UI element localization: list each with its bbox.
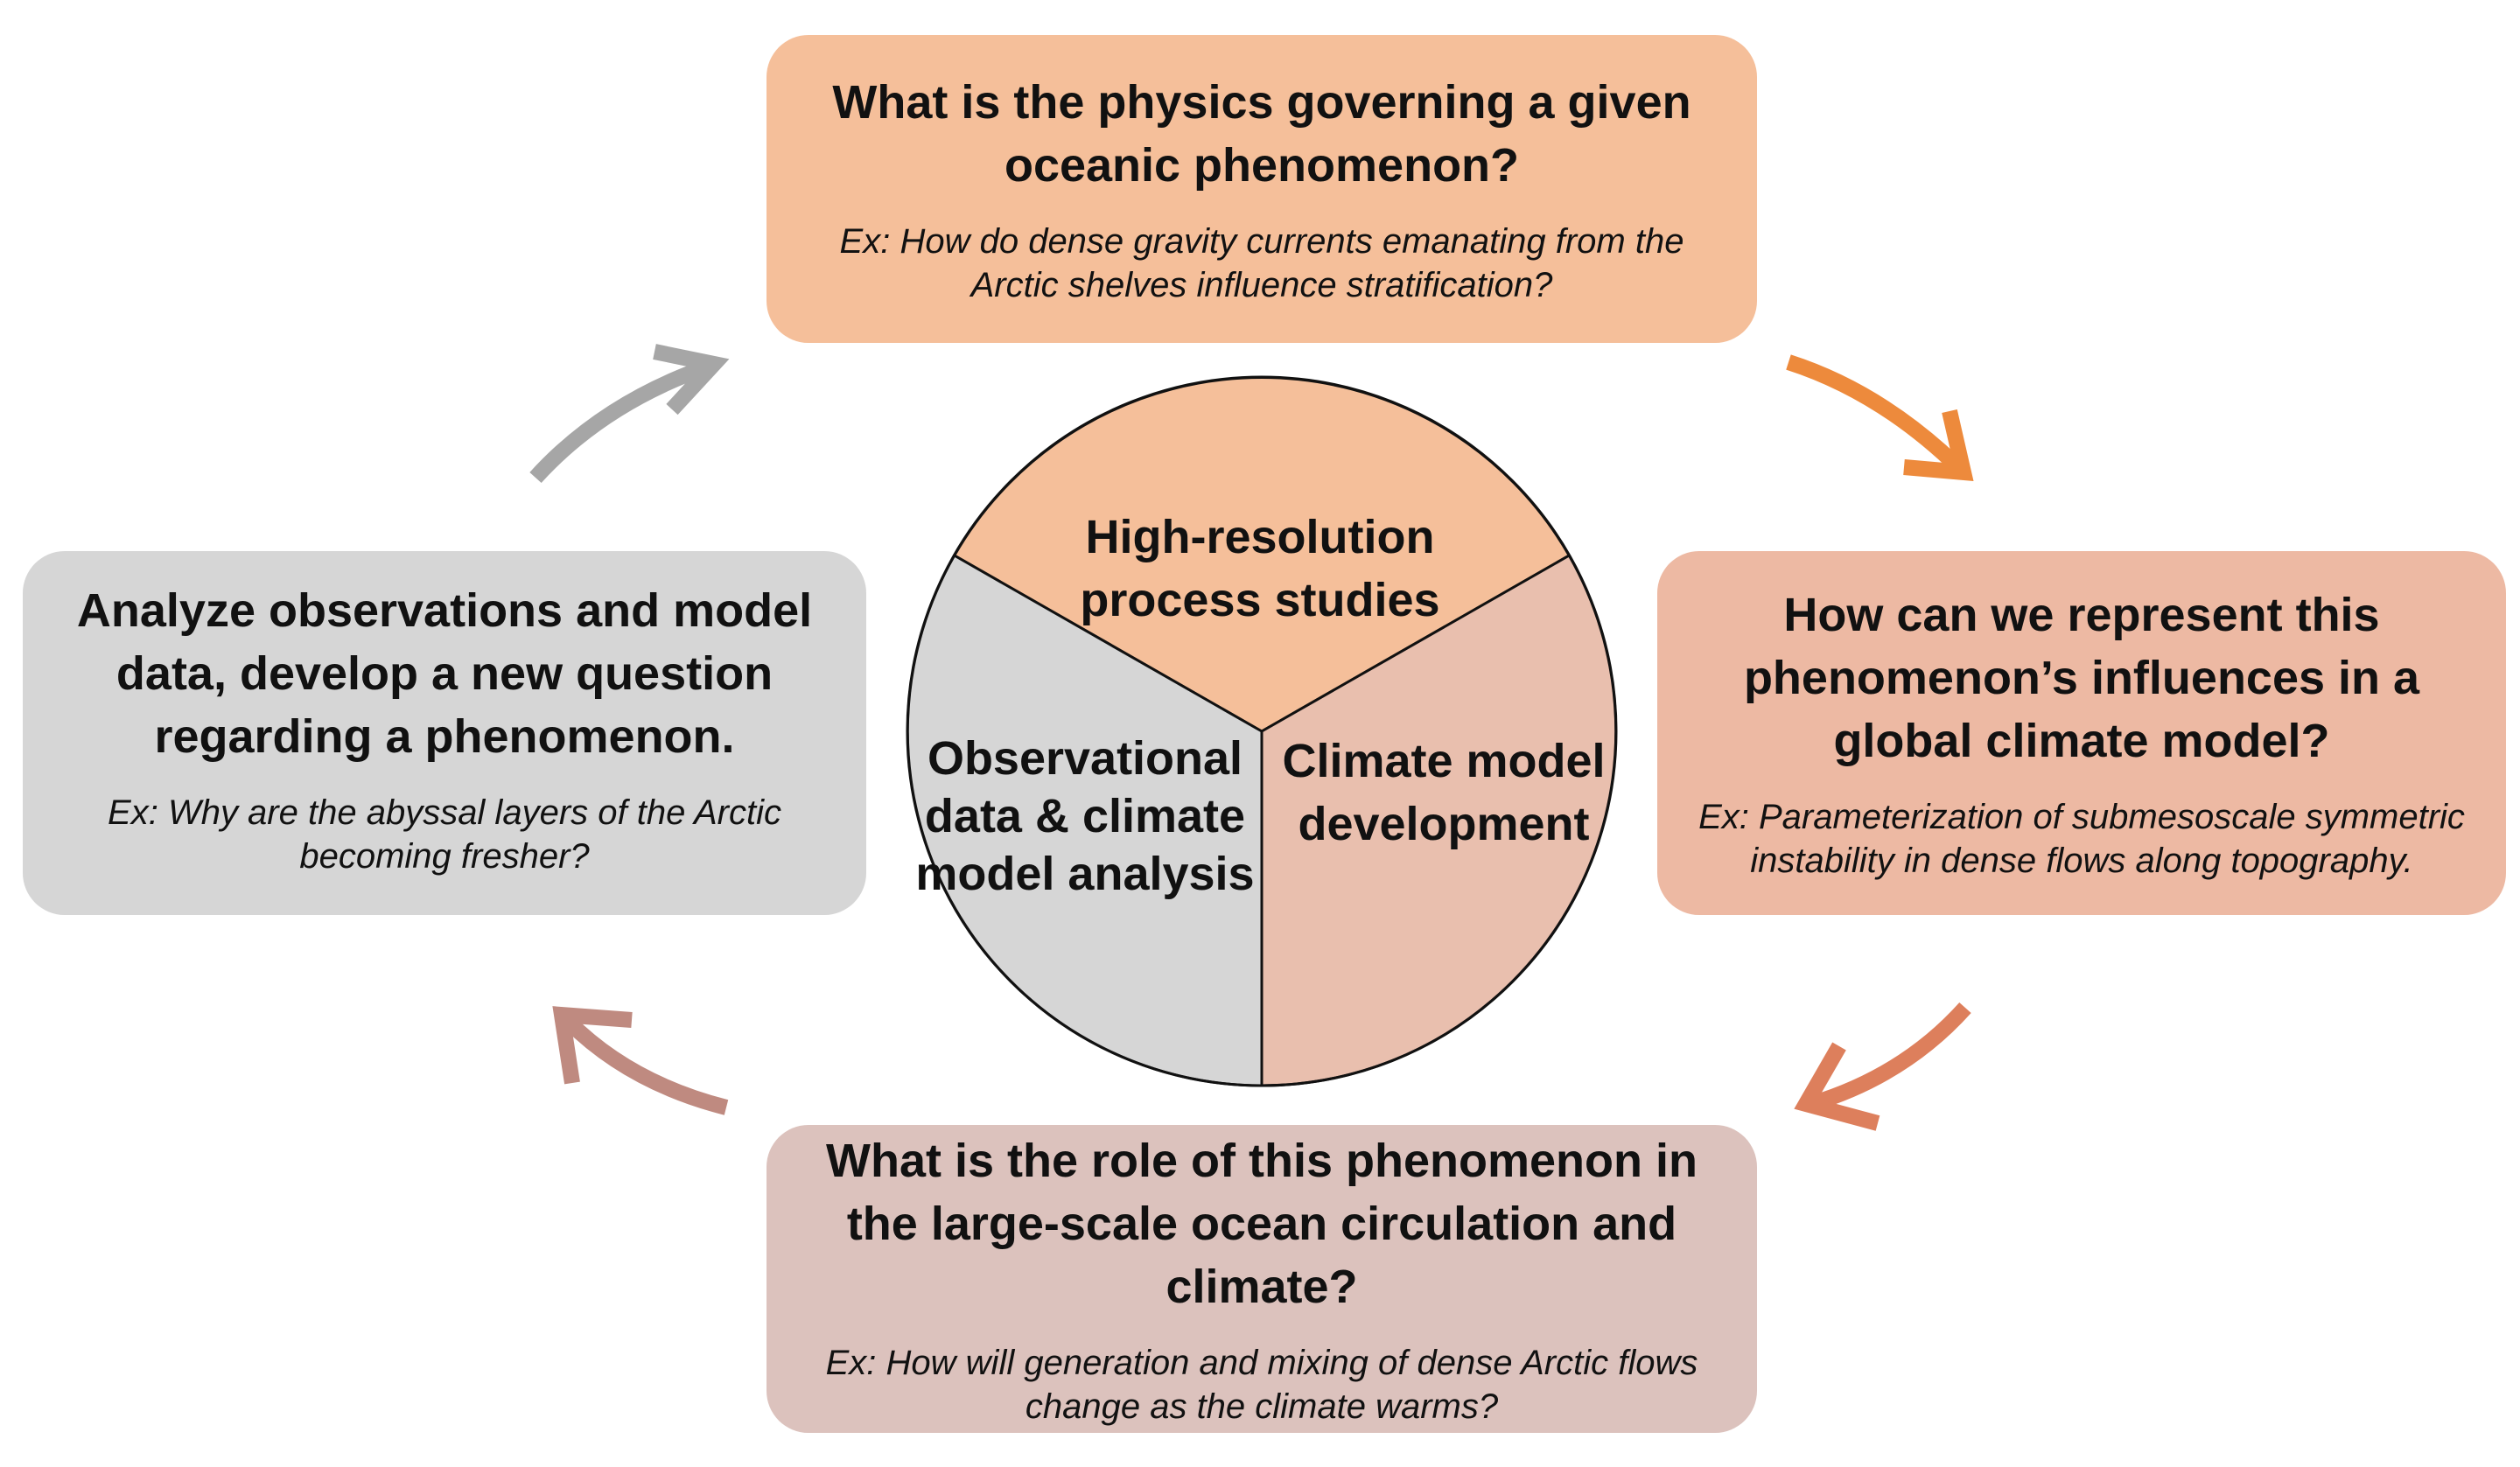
role-question-example: Ex: How will generation and mixing of de…	[825, 1344, 1698, 1426]
pie-label-model-development: Climate model development	[1282, 735, 1606, 850]
physics-question-example: Ex: How do dense gravity currents emanat…	[839, 222, 1684, 304]
arrow-left-to-top	[529, 344, 730, 484]
representation-question-example: Ex: Parameterization of submesoscale sym…	[1698, 798, 2465, 880]
pie-outline	[906, 375, 1618, 1087]
arrow-right-to-bottom	[1794, 1002, 1971, 1131]
analyze-observations-example: Ex: Why are the abyssal layers of the Ar…	[108, 793, 781, 876]
role-question-box: What is the role of this phenomenon in t…	[766, 1125, 1757, 1433]
physics-question-box: What is the physics governing a given oc…	[766, 35, 1757, 343]
analyze-observations-box: Analyze observations and model data, dev…	[23, 551, 866, 915]
central-pie	[906, 375, 1618, 1087]
pie-label-observational-analysis: Observational data & climate model analy…	[915, 732, 1255, 900]
arrow-bottom-to-left	[552, 1006, 729, 1115]
representation-question-box: How can we represent this phenomenon’s i…	[1657, 551, 2506, 915]
arrow-top-to-right	[1786, 354, 1974, 482]
physics-question-title: What is the physics governing a given oc…	[832, 76, 1691, 192]
pie-label-process-studies: High-resolution process studies	[1080, 511, 1440, 626]
role-question-title: What is the role of this phenomenon in t…	[826, 1135, 1698, 1313]
analyze-observations-title: Analyze observations and model data, dev…	[76, 584, 813, 763]
representation-question-title: How can we represent this phenomenon’s i…	[1743, 589, 2420, 767]
